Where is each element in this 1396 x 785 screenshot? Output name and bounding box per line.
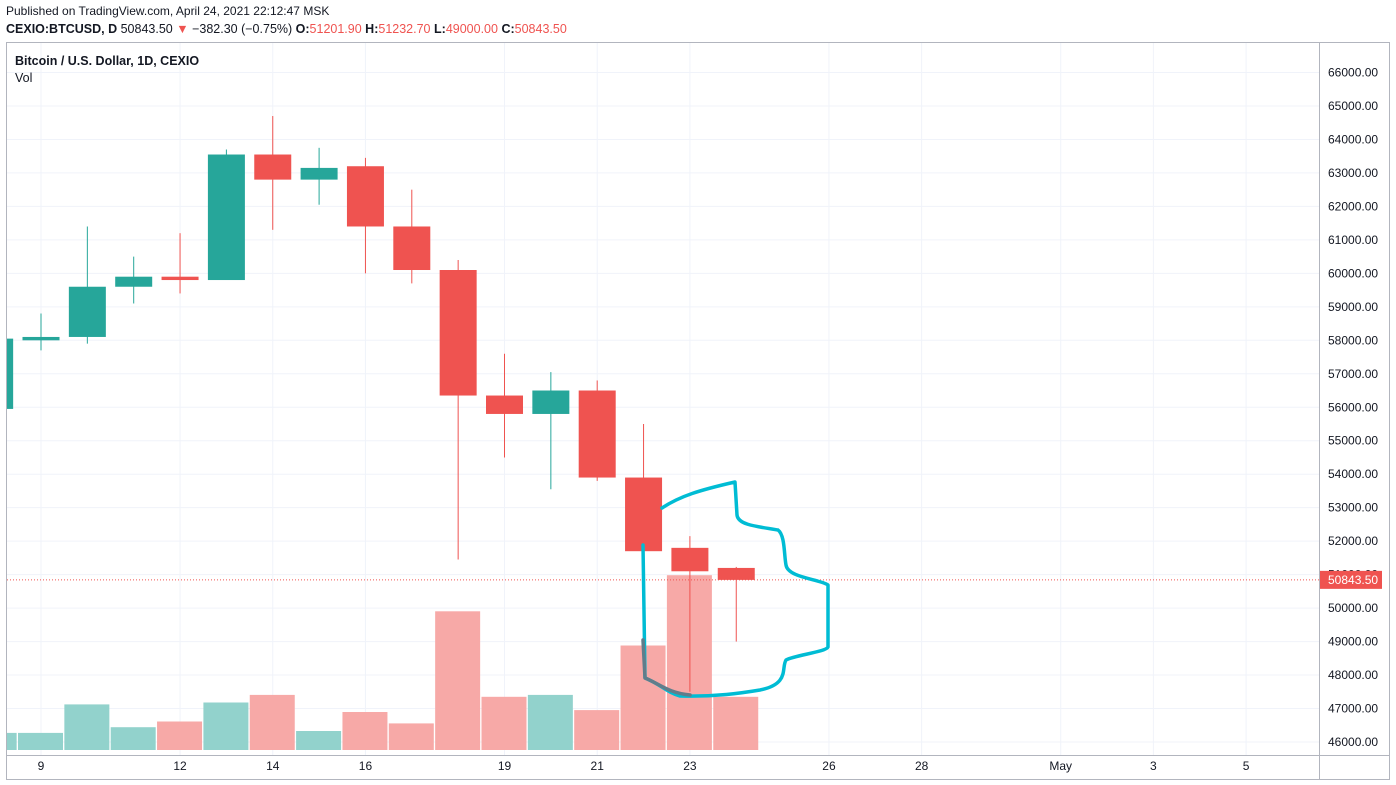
high-value: 51232.70 xyxy=(378,22,431,36)
x-tick-label: 16 xyxy=(359,759,373,773)
y-tick-label: 66000.00 xyxy=(1328,66,1378,80)
volume-bar xyxy=(110,727,156,750)
last-price: 50843.50 xyxy=(120,22,173,36)
volume-bar xyxy=(203,702,249,750)
high-label: H: xyxy=(365,22,379,36)
candle-body[interactable] xyxy=(439,270,477,396)
x-tick-label: 3 xyxy=(1150,759,1157,773)
legend-title: Bitcoin / U.S. Dollar, 1D, CEXIO xyxy=(15,54,200,68)
y-tick-label: 48000.00 xyxy=(1328,668,1378,682)
candle-body[interactable] xyxy=(532,390,570,414)
volume-bar xyxy=(435,611,481,750)
x-tick-label: 23 xyxy=(683,759,697,773)
volume-bar xyxy=(18,732,63,750)
candle-body[interactable] xyxy=(393,226,431,271)
x-tick-label: 12 xyxy=(173,759,187,773)
low-value: 49000.00 xyxy=(445,22,498,36)
x-tick-label: 14 xyxy=(266,759,280,773)
y-tick-label: 47000.00 xyxy=(1328,702,1378,716)
y-tick-label: 46000.00 xyxy=(1328,735,1378,749)
change-value: −382.30 (−0.75%) xyxy=(192,22,293,36)
x-tick-label: 26 xyxy=(822,759,836,773)
y-tick-label: 64000.00 xyxy=(1328,132,1378,146)
x-tick-label: 9 xyxy=(38,759,45,773)
volume-bar xyxy=(481,696,527,750)
y-tick-label: 49000.00 xyxy=(1328,635,1378,649)
y-tick-label: 61000.00 xyxy=(1328,233,1378,247)
candle-body[interactable] xyxy=(717,567,755,580)
candle-body[interactable] xyxy=(300,167,338,180)
down-arrow-icon: ▼ xyxy=(176,22,189,36)
legend-volume: Vol xyxy=(15,71,33,85)
volume-bar xyxy=(713,696,759,750)
candle-body[interactable] xyxy=(671,547,709,572)
annotation-drawing-overlap xyxy=(641,638,692,697)
y-tick-label: 53000.00 xyxy=(1328,501,1378,515)
y-tick-label: 55000.00 xyxy=(1328,434,1378,448)
volume-bar xyxy=(296,731,342,750)
volume-bar xyxy=(157,721,203,750)
volume-bar xyxy=(574,710,620,750)
candle-body[interactable] xyxy=(22,336,60,341)
candle-body[interactable] xyxy=(578,390,616,478)
published-line: Published on TradingView.com, April 24, … xyxy=(6,4,330,18)
y-tick-label: 56000.00 xyxy=(1328,400,1378,414)
candle-body[interactable] xyxy=(486,395,523,414)
volume-bar xyxy=(527,694,573,750)
y-tick-label: 57000.00 xyxy=(1328,367,1378,381)
volume-bar xyxy=(7,732,17,750)
y-tick-label: 54000.00 xyxy=(1328,467,1378,481)
last-price-label-bg xyxy=(1320,570,1382,589)
symbol-label: CEXIO:BTCUSD, D xyxy=(6,22,118,36)
x-tick-label: 5 xyxy=(1243,759,1250,773)
candle-body[interactable] xyxy=(115,276,153,287)
volume-bar xyxy=(342,712,388,750)
close-label: C: xyxy=(501,22,515,36)
candle-body[interactable] xyxy=(625,477,663,552)
y-tick-label: 65000.00 xyxy=(1328,99,1378,113)
y-tick-label: 63000.00 xyxy=(1328,166,1378,180)
volume-bar xyxy=(64,704,110,750)
annotation-drawing[interactable] xyxy=(641,480,830,698)
y-tick-label: 52000.00 xyxy=(1328,534,1378,548)
low-label: L: xyxy=(434,22,446,36)
volume-bar xyxy=(249,694,295,750)
candle-body[interactable] xyxy=(207,154,245,281)
x-tick-label: May xyxy=(1049,759,1072,773)
y-tick-label: 62000.00 xyxy=(1328,199,1378,213)
candle-body[interactable] xyxy=(161,276,199,281)
close-value: 50843.50 xyxy=(514,22,567,36)
ohlc-line: CEXIO:BTCUSD, D 50843.50 ▼ −382.30 (−0.7… xyxy=(6,22,567,36)
y-tick-label: 59000.00 xyxy=(1328,300,1378,314)
x-tick-label: 28 xyxy=(915,759,929,773)
x-tick-label: 21 xyxy=(591,759,605,773)
y-tick-label: 60000.00 xyxy=(1328,266,1378,280)
volume-bar xyxy=(388,723,434,750)
open-label: O: xyxy=(295,22,310,36)
candle-body[interactable] xyxy=(346,166,384,227)
open-value: 51201.90 xyxy=(309,22,362,36)
candle-body[interactable] xyxy=(254,154,292,180)
y-tick-label: 50000.00 xyxy=(1328,601,1378,615)
y-tick-label: 58000.00 xyxy=(1328,333,1378,347)
last-price-label: 50843.50 xyxy=(1328,573,1378,587)
candle-body[interactable] xyxy=(68,286,106,337)
x-tick-label: 19 xyxy=(498,759,512,773)
candle-body[interactable] xyxy=(7,338,14,409)
